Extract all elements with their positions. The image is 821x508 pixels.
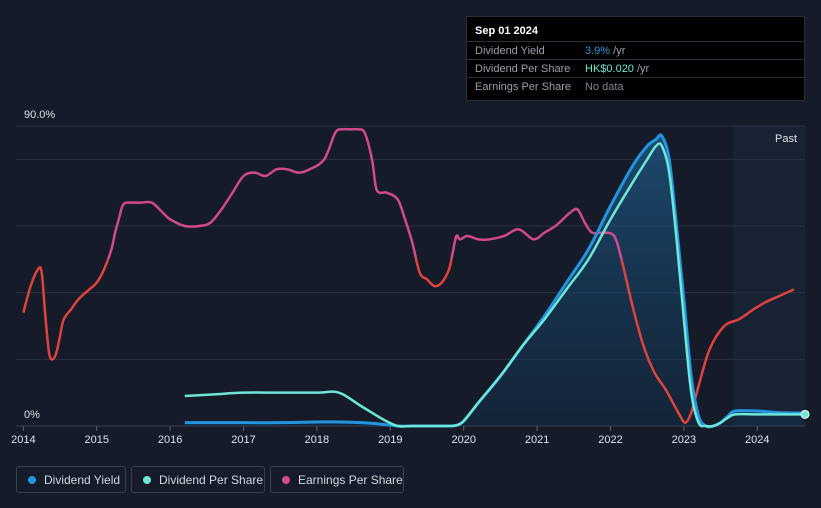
x-tick-label: 2024 <box>745 434 769 446</box>
x-tick-label: 2022 <box>598 434 622 446</box>
series-lines <box>22 127 802 429</box>
legend-dot-icon <box>282 476 290 484</box>
x-axis: 2014 2015 2016 2017 2018 2019 2020 2021 2022 2023… <box>11 426 770 446</box>
grid-lines <box>16 125 805 427</box>
x-tick-label: 2016 <box>158 434 182 446</box>
tooltip-value: HK$0.020 /yr <box>585 63 649 75</box>
x-tick-label: 2023 <box>672 434 696 446</box>
y-axis-min-label: 0% <box>24 409 40 421</box>
tooltip: Sep 01 2024 Dividend Yield 3.9% /yr Divi… <box>466 16 805 101</box>
x-tick-label: 2021 <box>525 434 549 446</box>
tooltip-label: Dividend Per Share <box>475 63 571 75</box>
legend-label: Earnings Per Share <box>298 473 403 487</box>
x-tick-label: 2015 <box>84 434 108 446</box>
legend-dividend-yield[interactable]: Dividend Yield <box>16 466 126 493</box>
tooltip-label: Dividend Yield <box>475 45 545 57</box>
tooltip-value-number: No data <box>585 81 624 93</box>
past-label: Past <box>775 133 797 145</box>
legend-dot-icon <box>143 476 151 484</box>
past-region-shading <box>733 126 805 426</box>
legend-dot-icon <box>28 476 36 484</box>
tooltip-value-unit: /yr <box>610 45 626 57</box>
tooltip-row-dividend-yield: Dividend Yield 3.9% /yr <box>467 41 804 60</box>
tooltip-row-earnings-per-share: Earnings Per Share No data <box>467 77 804 96</box>
tooltip-label: Earnings Per Share <box>475 81 571 93</box>
x-tick-label: 2018 <box>305 434 329 446</box>
x-tick-label: 2020 <box>451 434 475 446</box>
tooltip-value: No data <box>585 81 624 93</box>
tooltip-value-unit: /yr <box>633 63 650 75</box>
dividend-per-share-line <box>184 142 802 428</box>
y-axis-max-label: 90.0% <box>24 109 55 121</box>
earnings-per-share-line-below <box>22 259 795 424</box>
x-tick-label: 2017 <box>231 434 255 446</box>
legend-label: Dividend Yield <box>44 473 121 487</box>
legend-dividend-per-share[interactable]: Dividend Per Share <box>131 466 265 493</box>
earnings-per-share-line <box>106 127 623 260</box>
current-value-marker <box>800 409 810 419</box>
x-tick-label: 2019 <box>378 434 402 446</box>
tooltip-value: 3.9% /yr <box>585 45 625 57</box>
dividend-yield-line <box>184 133 802 429</box>
tooltip-date: Sep 01 2024 <box>475 25 538 37</box>
tooltip-value-number: HK$0.020 <box>585 63 634 75</box>
x-tick-label: 2014 <box>11 434 35 446</box>
tooltip-value-number: 3.9% <box>585 45 611 57</box>
legend-label: Dividend Per Share <box>159 473 264 487</box>
tooltip-row-dividend-per-share: Dividend Per Share HK$0.020 /yr <box>467 59 804 78</box>
legend-earnings-per-share[interactable]: Earnings Per Share <box>270 466 404 493</box>
